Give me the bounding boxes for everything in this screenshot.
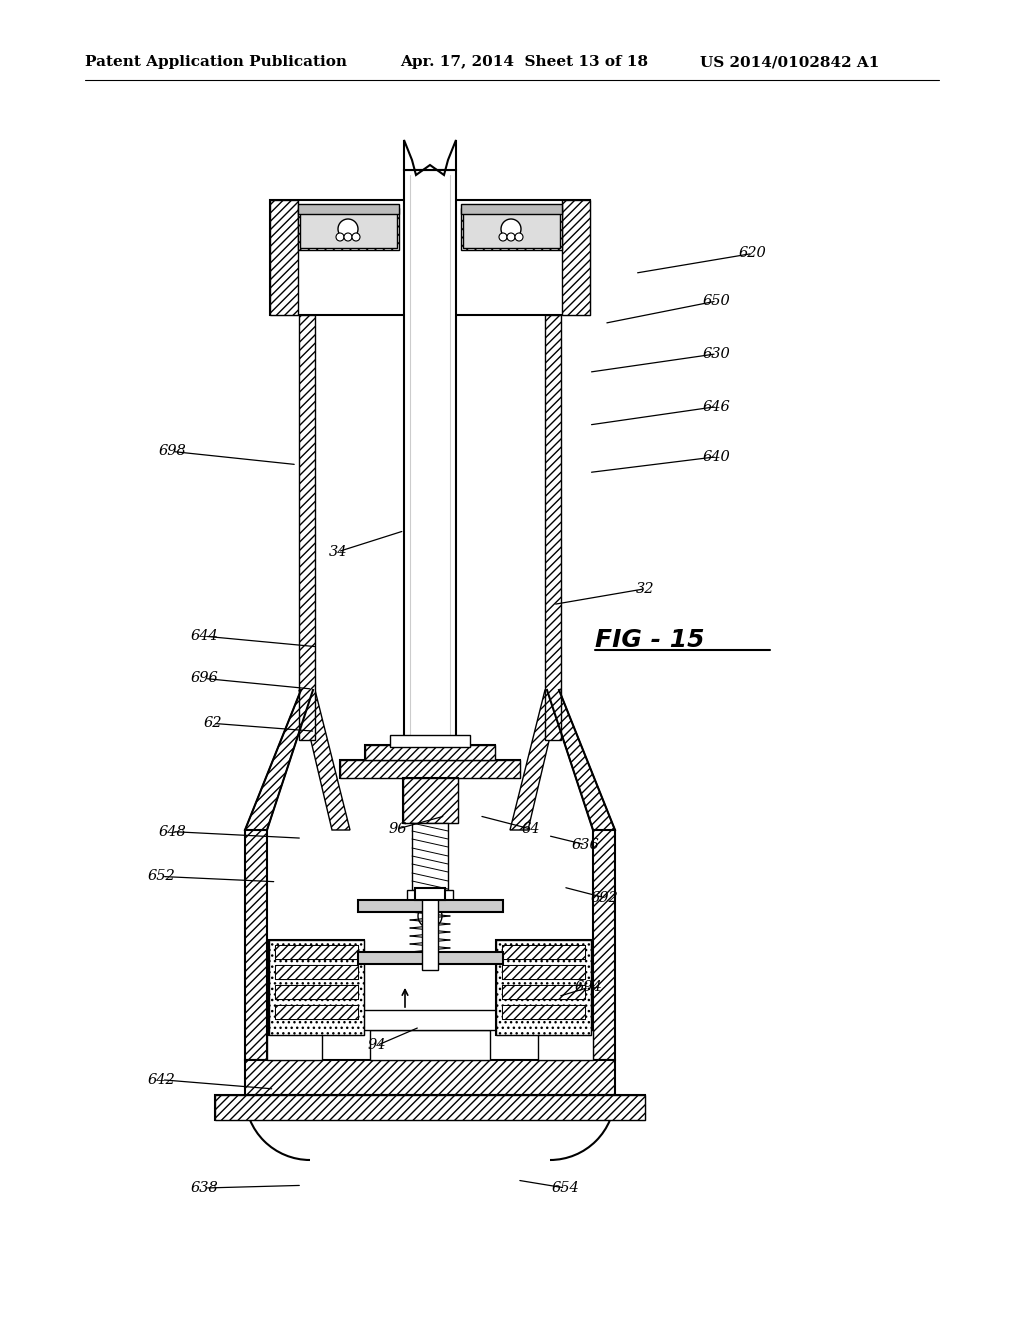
Bar (502, 965, 585, 979)
Circle shape (507, 234, 515, 242)
Polygon shape (545, 315, 561, 741)
Bar (461, 209, 562, 249)
Polygon shape (502, 985, 585, 999)
Polygon shape (463, 210, 560, 248)
Bar (538, 1030, 593, 1060)
Text: 696: 696 (190, 672, 219, 685)
Polygon shape (593, 830, 615, 1060)
Polygon shape (340, 760, 520, 777)
Bar (215, 1096, 645, 1119)
Bar (390, 735, 470, 747)
Bar (358, 900, 503, 912)
Bar (275, 945, 358, 960)
Text: 650: 650 (702, 294, 731, 308)
Polygon shape (245, 1060, 615, 1096)
Text: 32: 32 (636, 582, 654, 595)
Polygon shape (301, 315, 313, 690)
Polygon shape (547, 690, 615, 830)
Bar (407, 890, 453, 908)
Polygon shape (275, 945, 358, 960)
Circle shape (336, 234, 344, 242)
Bar (422, 895, 438, 970)
Text: 694: 694 (574, 981, 603, 994)
Text: 640: 640 (702, 450, 731, 463)
Text: 638: 638 (190, 1181, 219, 1195)
Bar (275, 1005, 358, 1019)
Text: 644: 644 (190, 630, 219, 643)
Polygon shape (299, 315, 315, 741)
Text: 62: 62 (204, 717, 222, 730)
Polygon shape (215, 1096, 645, 1119)
Text: 96: 96 (388, 822, 407, 836)
Bar (269, 940, 364, 1035)
Text: 94: 94 (368, 1039, 386, 1052)
Bar (502, 945, 585, 960)
Text: US 2014/0102842 A1: US 2014/0102842 A1 (700, 55, 880, 69)
Circle shape (352, 234, 360, 242)
Circle shape (344, 234, 352, 242)
Polygon shape (547, 315, 559, 690)
Polygon shape (270, 201, 298, 315)
Polygon shape (404, 140, 456, 176)
Circle shape (501, 219, 521, 239)
Text: 648: 648 (158, 825, 186, 838)
Bar (404, 170, 456, 820)
Polygon shape (403, 777, 458, 822)
Circle shape (418, 904, 442, 928)
Polygon shape (269, 940, 364, 1035)
Text: Apr. 17, 2014  Sheet 13 of 18: Apr. 17, 2014 Sheet 13 of 18 (400, 55, 648, 69)
Bar (365, 744, 495, 760)
Text: 64: 64 (521, 822, 540, 836)
Text: 34: 34 (329, 545, 347, 558)
Text: FIG - 15: FIG - 15 (595, 628, 705, 652)
Bar (415, 888, 445, 900)
Text: 652: 652 (147, 870, 176, 883)
Polygon shape (245, 830, 267, 1060)
Polygon shape (275, 1005, 358, 1019)
Polygon shape (275, 985, 358, 999)
Circle shape (338, 219, 358, 239)
Bar (502, 985, 585, 999)
Text: 654: 654 (551, 1181, 580, 1195)
Polygon shape (299, 690, 350, 830)
Polygon shape (365, 744, 495, 760)
Bar (298, 205, 399, 214)
Polygon shape (502, 965, 585, 979)
Text: 692: 692 (590, 891, 618, 904)
Text: 636: 636 (571, 838, 600, 851)
Bar (315, 315, 545, 741)
Bar (267, 1030, 322, 1060)
Text: Patent Application Publication: Patent Application Publication (85, 55, 347, 69)
Bar (298, 209, 399, 249)
Bar (275, 985, 358, 999)
Bar (412, 822, 449, 890)
Bar (502, 1005, 585, 1019)
Text: 620: 620 (738, 247, 767, 260)
Polygon shape (300, 210, 397, 248)
Polygon shape (496, 940, 591, 1035)
Polygon shape (245, 690, 313, 830)
Circle shape (499, 234, 507, 242)
Bar (496, 940, 591, 1035)
Text: 630: 630 (702, 347, 731, 360)
Text: 646: 646 (702, 400, 731, 413)
Bar (340, 760, 520, 777)
Polygon shape (510, 690, 561, 830)
Bar (370, 1030, 490, 1060)
Polygon shape (562, 201, 590, 315)
Text: 698: 698 (158, 445, 186, 458)
Bar (358, 952, 503, 964)
Bar (461, 205, 562, 214)
Bar (403, 777, 458, 822)
Text: 642: 642 (147, 1073, 176, 1086)
Bar (275, 965, 358, 979)
Circle shape (515, 234, 523, 242)
Bar (270, 201, 590, 315)
Polygon shape (502, 1005, 585, 1019)
Polygon shape (502, 945, 585, 960)
Bar (340, 1010, 520, 1030)
Polygon shape (275, 965, 358, 979)
